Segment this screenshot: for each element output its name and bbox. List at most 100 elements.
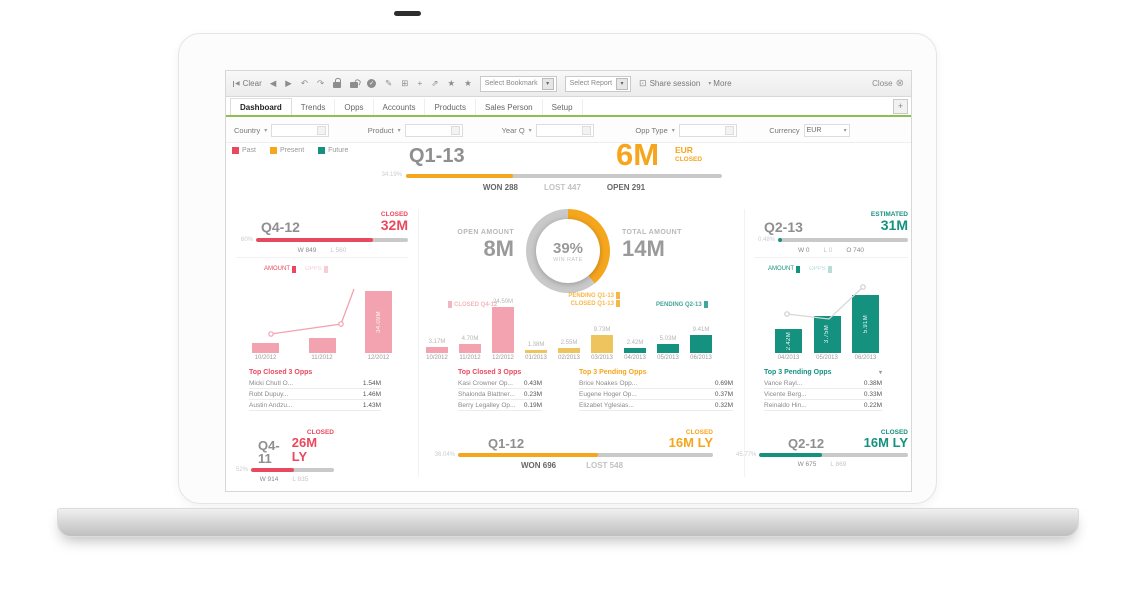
chart-column: 3.17M 10/2012 — [426, 289, 448, 361]
clear-selections-icon[interactable]: ✓ — [367, 79, 377, 88]
kpi-status-label: CLOSED — [380, 211, 408, 218]
chevron-down-icon[interactable]: ▾ — [878, 370, 882, 376]
tab-accounts[interactable]: Accounts — [374, 99, 426, 115]
kpi-progress-fill — [458, 453, 599, 458]
kpi-amount-block: CLOSED 16M LY — [669, 429, 713, 450]
table-row[interactable]: Vicente Berg... 0.33M — [764, 389, 882, 400]
bookmark-icon[interactable]: ★ — [464, 78, 472, 89]
clear-button[interactable]: ◀ Clear — [233, 79, 262, 88]
top-opps-table: Top Closed 3 Opps Micki Chutl O... 1.54M Ro… — [249, 369, 381, 411]
kpi-header: Q1-12 CLOSED 16M LY — [431, 429, 713, 450]
bar[interactable]: 2.42M — [775, 329, 802, 353]
more-button[interactable]: ▾ More — [708, 79, 731, 88]
chart-column: 3.75M 05/2013 — [813, 279, 841, 361]
table-row[interactable]: Micki Chutl O... 1.54M — [249, 378, 381, 389]
table-row[interactable]: Reinaldo Hin... 0.22M — [764, 400, 882, 411]
opp-name: Micki Chutl O... — [249, 379, 294, 387]
filter-search-button[interactable] — [724, 126, 734, 135]
bar[interactable]: 5.91M — [852, 295, 879, 353]
table-row[interactable]: Eugene Hoger Op... 0.37M — [579, 389, 733, 400]
filter-input[interactable] — [535, 124, 594, 137]
chevron-down-icon[interactable]: ▾ — [541, 77, 554, 90]
redo-icon[interactable]: ↷ — [316, 78, 325, 89]
unlock-icon[interactable] — [350, 82, 359, 88]
tab-dashboard[interactable]: Dashboard — [230, 98, 292, 115]
selections-icon[interactable]: ⇗ — [431, 78, 439, 89]
tab-setup[interactable]: Setup — [543, 99, 583, 115]
tab-trends[interactable]: Trends — [292, 99, 336, 115]
undo-icon[interactable]: ↶ — [300, 78, 308, 89]
bar[interactable] — [459, 344, 481, 353]
kpi-percent: 60% — [240, 236, 253, 243]
back-icon[interactable]: ◀ — [269, 78, 277, 89]
table-row[interactable]: Elizabet Yglesias... 0.32M — [579, 400, 733, 411]
chart-column: 2.55M 02/2013 — [558, 289, 580, 361]
forward-icon[interactable]: ▶ — [285, 78, 292, 89]
table-row[interactable]: Kasi Crowner Op... 0.43M — [458, 378, 542, 389]
table-row[interactable]: Shalonda Blattner... 0.23M — [458, 389, 542, 400]
tab-opps[interactable]: Opps — [335, 99, 374, 115]
table-row[interactable]: Vance Rayl... 0.38M — [764, 378, 882, 389]
bar-value-label: 24.50M — [492, 299, 513, 305]
filter-search-button[interactable] — [317, 126, 327, 135]
table-row[interactable]: Robt Dupuy... 1.46M — [249, 389, 381, 400]
series-legend-swatch — [292, 265, 296, 273]
select-report-dropdown[interactable]: Select Report ▾ — [564, 75, 632, 92]
quarter-label: Q4-11 — [258, 437, 280, 466]
bar[interactable] — [690, 335, 712, 353]
filter-input[interactable] — [271, 124, 330, 137]
section-divider — [744, 209, 745, 477]
filter-label: Product — [367, 126, 394, 135]
filter-input[interactable] — [404, 124, 463, 137]
chevron-down-icon[interactable]: ▾ — [264, 128, 268, 134]
bar[interactable] — [308, 338, 336, 353]
bar[interactable] — [426, 347, 448, 353]
filter-input[interactable] — [678, 124, 737, 137]
select-bookmark-dropdown[interactable]: Select Bookmark ▾ — [479, 75, 557, 92]
edit-icon[interactable]: ✎ — [385, 78, 393, 89]
table-row[interactable]: Austin Andzu... 1.43M — [249, 400, 381, 411]
open-amount-block: OPEN AMOUNT 8M — [404, 229, 514, 262]
chart-object-icon[interactable]: ⊞ — [401, 78, 409, 89]
share-session-button[interactable]: ⊡ Share session — [639, 78, 700, 89]
bar[interactable] — [624, 348, 646, 353]
chevron-down-icon[interactable]: ▾ — [671, 128, 675, 134]
bar[interactable] — [525, 350, 547, 353]
tab-products[interactable]: Products — [425, 99, 477, 115]
chevron-down-icon[interactable]: ▾ — [528, 128, 532, 134]
bar[interactable] — [252, 343, 279, 353]
w-stat: W 0 — [797, 246, 810, 254]
add-sheet-button[interactable]: + — [893, 99, 908, 114]
series-legend-label: OPPS — [809, 266, 826, 273]
kpi-header: Q4-11 CLOSED 26M LY — [234, 429, 334, 465]
legend-item: Present — [270, 147, 304, 154]
panel-q4-12: Q4-12 CLOSED 32M 60% W 849 L 560 AMOUNT OP… — [236, 211, 408, 273]
bar-value-label: 3.17M — [428, 339, 446, 345]
kpi-header: Q2-13 ESTIMATED 31M — [754, 211, 908, 234]
opp-name: Elizabet Yglesias... — [579, 401, 634, 409]
bar[interactable]: 34.09M — [365, 291, 392, 353]
series-legend-swatch — [703, 301, 708, 308]
chevron-down-icon[interactable]: ▾ — [397, 128, 401, 134]
bar[interactable] — [492, 307, 514, 353]
chevron-down-icon[interactable]: ▾ — [843, 128, 847, 134]
bar[interactable] — [657, 344, 679, 353]
legend-label: Past — [242, 147, 257, 154]
add-bookmark-icon[interactable]: ★ — [447, 78, 456, 89]
table-title-text: Top Closed 3 Opps — [249, 369, 313, 376]
select-bookmark-label: Select Bookmark — [484, 80, 538, 87]
tab-sales-person[interactable]: Sales Person — [476, 99, 543, 115]
lock-icon[interactable] — [333, 78, 342, 88]
add-object-icon[interactable]: + — [417, 78, 423, 89]
close-button[interactable]: Close ⊗ — [872, 78, 904, 89]
filter-search-button[interactable] — [581, 126, 591, 135]
table-row[interactable]: Brice Noakes Opp... 0.69M — [579, 378, 733, 389]
filter-search-button[interactable] — [450, 126, 460, 135]
bar[interactable] — [558, 348, 580, 353]
table-row[interactable]: Berry Legalley Op... 0.19M — [458, 400, 542, 411]
chevron-down-icon[interactable]: ▾ — [616, 77, 629, 90]
top-opps-table: Top 3 Pending Opps ▾ Vance Rayl... 0.38M Vic… — [764, 369, 882, 411]
filter-input[interactable]: EUR ▾ — [803, 124, 850, 137]
bar[interactable]: 3.75M — [813, 316, 841, 353]
bar[interactable] — [591, 335, 613, 353]
